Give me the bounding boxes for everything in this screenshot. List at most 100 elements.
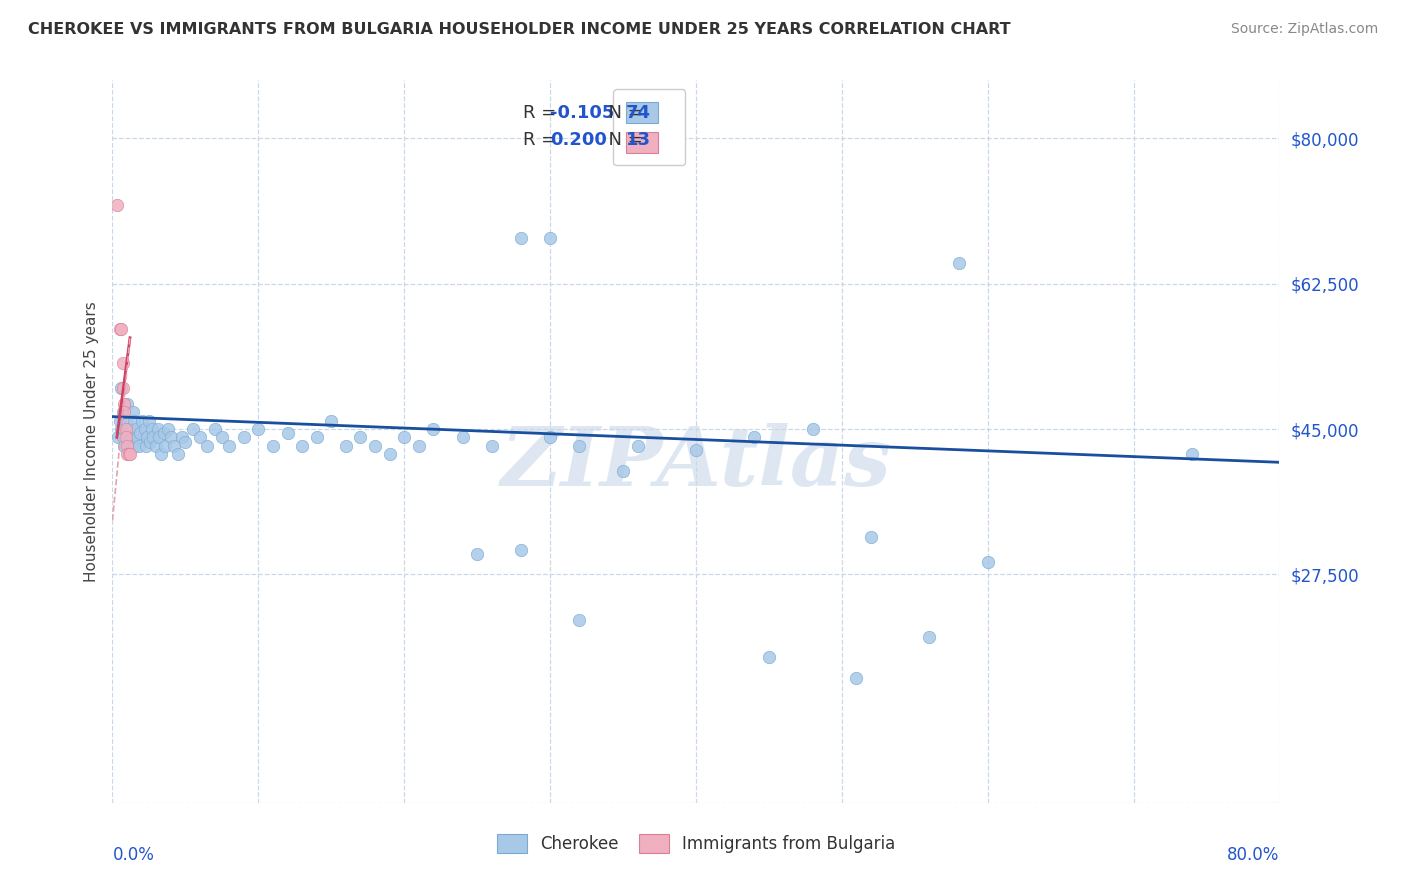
Point: [181, 422, 204, 436]
Text: Source: ZipAtlas.com: Source: ZipAtlas.com: [1230, 22, 1378, 37]
Point: [141, 422, 163, 436]
Point: [118, 434, 141, 449]
Point: [465, 547, 488, 561]
Point: [117, 422, 139, 436]
Point: [378, 447, 401, 461]
Point: [136, 430, 159, 444]
Point: [335, 439, 357, 453]
Point: [509, 231, 531, 245]
Text: -0.105: -0.105: [550, 103, 614, 122]
Point: [860, 530, 883, 544]
Point: [114, 422, 136, 436]
Point: [115, 430, 138, 444]
Point: [148, 430, 170, 444]
Point: [118, 447, 141, 461]
Point: [627, 439, 650, 453]
Point: [146, 422, 169, 436]
Point: [105, 198, 128, 212]
Text: CHEROKEE VS IMMIGRANTS FROM BULGARIA HOUSEHOLDER INCOME UNDER 25 YEARS CORRELATI: CHEROKEE VS IMMIGRANTS FROM BULGARIA HOU…: [28, 22, 1011, 37]
Point: [758, 650, 780, 665]
Text: R =: R =: [523, 103, 562, 122]
Point: [167, 447, 190, 461]
Point: [110, 380, 132, 394]
Point: [153, 439, 176, 453]
Text: N =: N =: [596, 130, 648, 149]
Point: [276, 426, 298, 441]
Point: [134, 422, 156, 436]
Point: [349, 430, 371, 444]
Point: [509, 542, 531, 557]
Text: N =: N =: [596, 103, 648, 122]
Point: [124, 439, 146, 453]
Point: [108, 322, 131, 336]
Point: [918, 630, 941, 644]
Point: [107, 430, 129, 444]
Point: [262, 439, 284, 453]
Point: [321, 414, 343, 428]
Point: [114, 414, 136, 428]
Point: [108, 414, 131, 428]
Point: [188, 430, 211, 444]
Point: [195, 439, 218, 453]
Point: [117, 447, 139, 461]
Point: [110, 422, 132, 436]
Point: [124, 414, 146, 428]
Point: [127, 430, 149, 444]
Text: 0.0%: 0.0%: [112, 847, 155, 864]
Point: [112, 439, 135, 453]
Point: [742, 430, 765, 444]
Point: [685, 442, 707, 457]
Point: [163, 439, 186, 453]
Point: [481, 439, 503, 453]
Point: [218, 439, 240, 453]
Point: [845, 671, 868, 685]
Point: [568, 613, 591, 627]
Legend: Cherokee, Immigrants from Bulgaria: Cherokee, Immigrants from Bulgaria: [491, 827, 901, 860]
Point: [114, 430, 136, 444]
Point: [174, 434, 197, 449]
Text: 0.200: 0.200: [550, 130, 607, 149]
Point: [115, 439, 138, 453]
Text: 13: 13: [626, 130, 651, 149]
Point: [152, 426, 174, 441]
Point: [156, 422, 179, 436]
Point: [120, 430, 142, 444]
Point: [138, 414, 160, 428]
Point: [364, 439, 387, 453]
Point: [204, 422, 226, 436]
Point: [139, 434, 162, 449]
Text: 80.0%: 80.0%: [1227, 847, 1279, 864]
Point: [948, 256, 970, 270]
Point: [408, 439, 430, 453]
Text: 74: 74: [626, 103, 651, 122]
Text: R =: R =: [523, 130, 562, 149]
Point: [128, 439, 150, 453]
Point: [131, 414, 153, 428]
Point: [568, 439, 591, 453]
Point: [394, 430, 416, 444]
Point: [291, 439, 314, 453]
Point: [305, 430, 328, 444]
Point: [125, 422, 148, 436]
Point: [129, 426, 152, 441]
Point: [145, 439, 167, 453]
Point: [612, 464, 634, 478]
Point: [112, 397, 135, 411]
Text: ZIPAtlas: ZIPAtlas: [501, 423, 891, 503]
Point: [1181, 447, 1204, 461]
Point: [538, 430, 561, 444]
Point: [211, 430, 233, 444]
Point: [538, 231, 561, 245]
Point: [111, 356, 134, 370]
Point: [112, 405, 135, 419]
Point: [247, 422, 270, 436]
Y-axis label: Householder Income Under 25 years: Householder Income Under 25 years: [83, 301, 98, 582]
Point: [111, 380, 134, 394]
Point: [112, 422, 135, 436]
Point: [172, 430, 194, 444]
Point: [115, 397, 138, 411]
Point: [149, 447, 172, 461]
Point: [122, 405, 145, 419]
Point: [115, 447, 138, 461]
Point: [110, 322, 132, 336]
